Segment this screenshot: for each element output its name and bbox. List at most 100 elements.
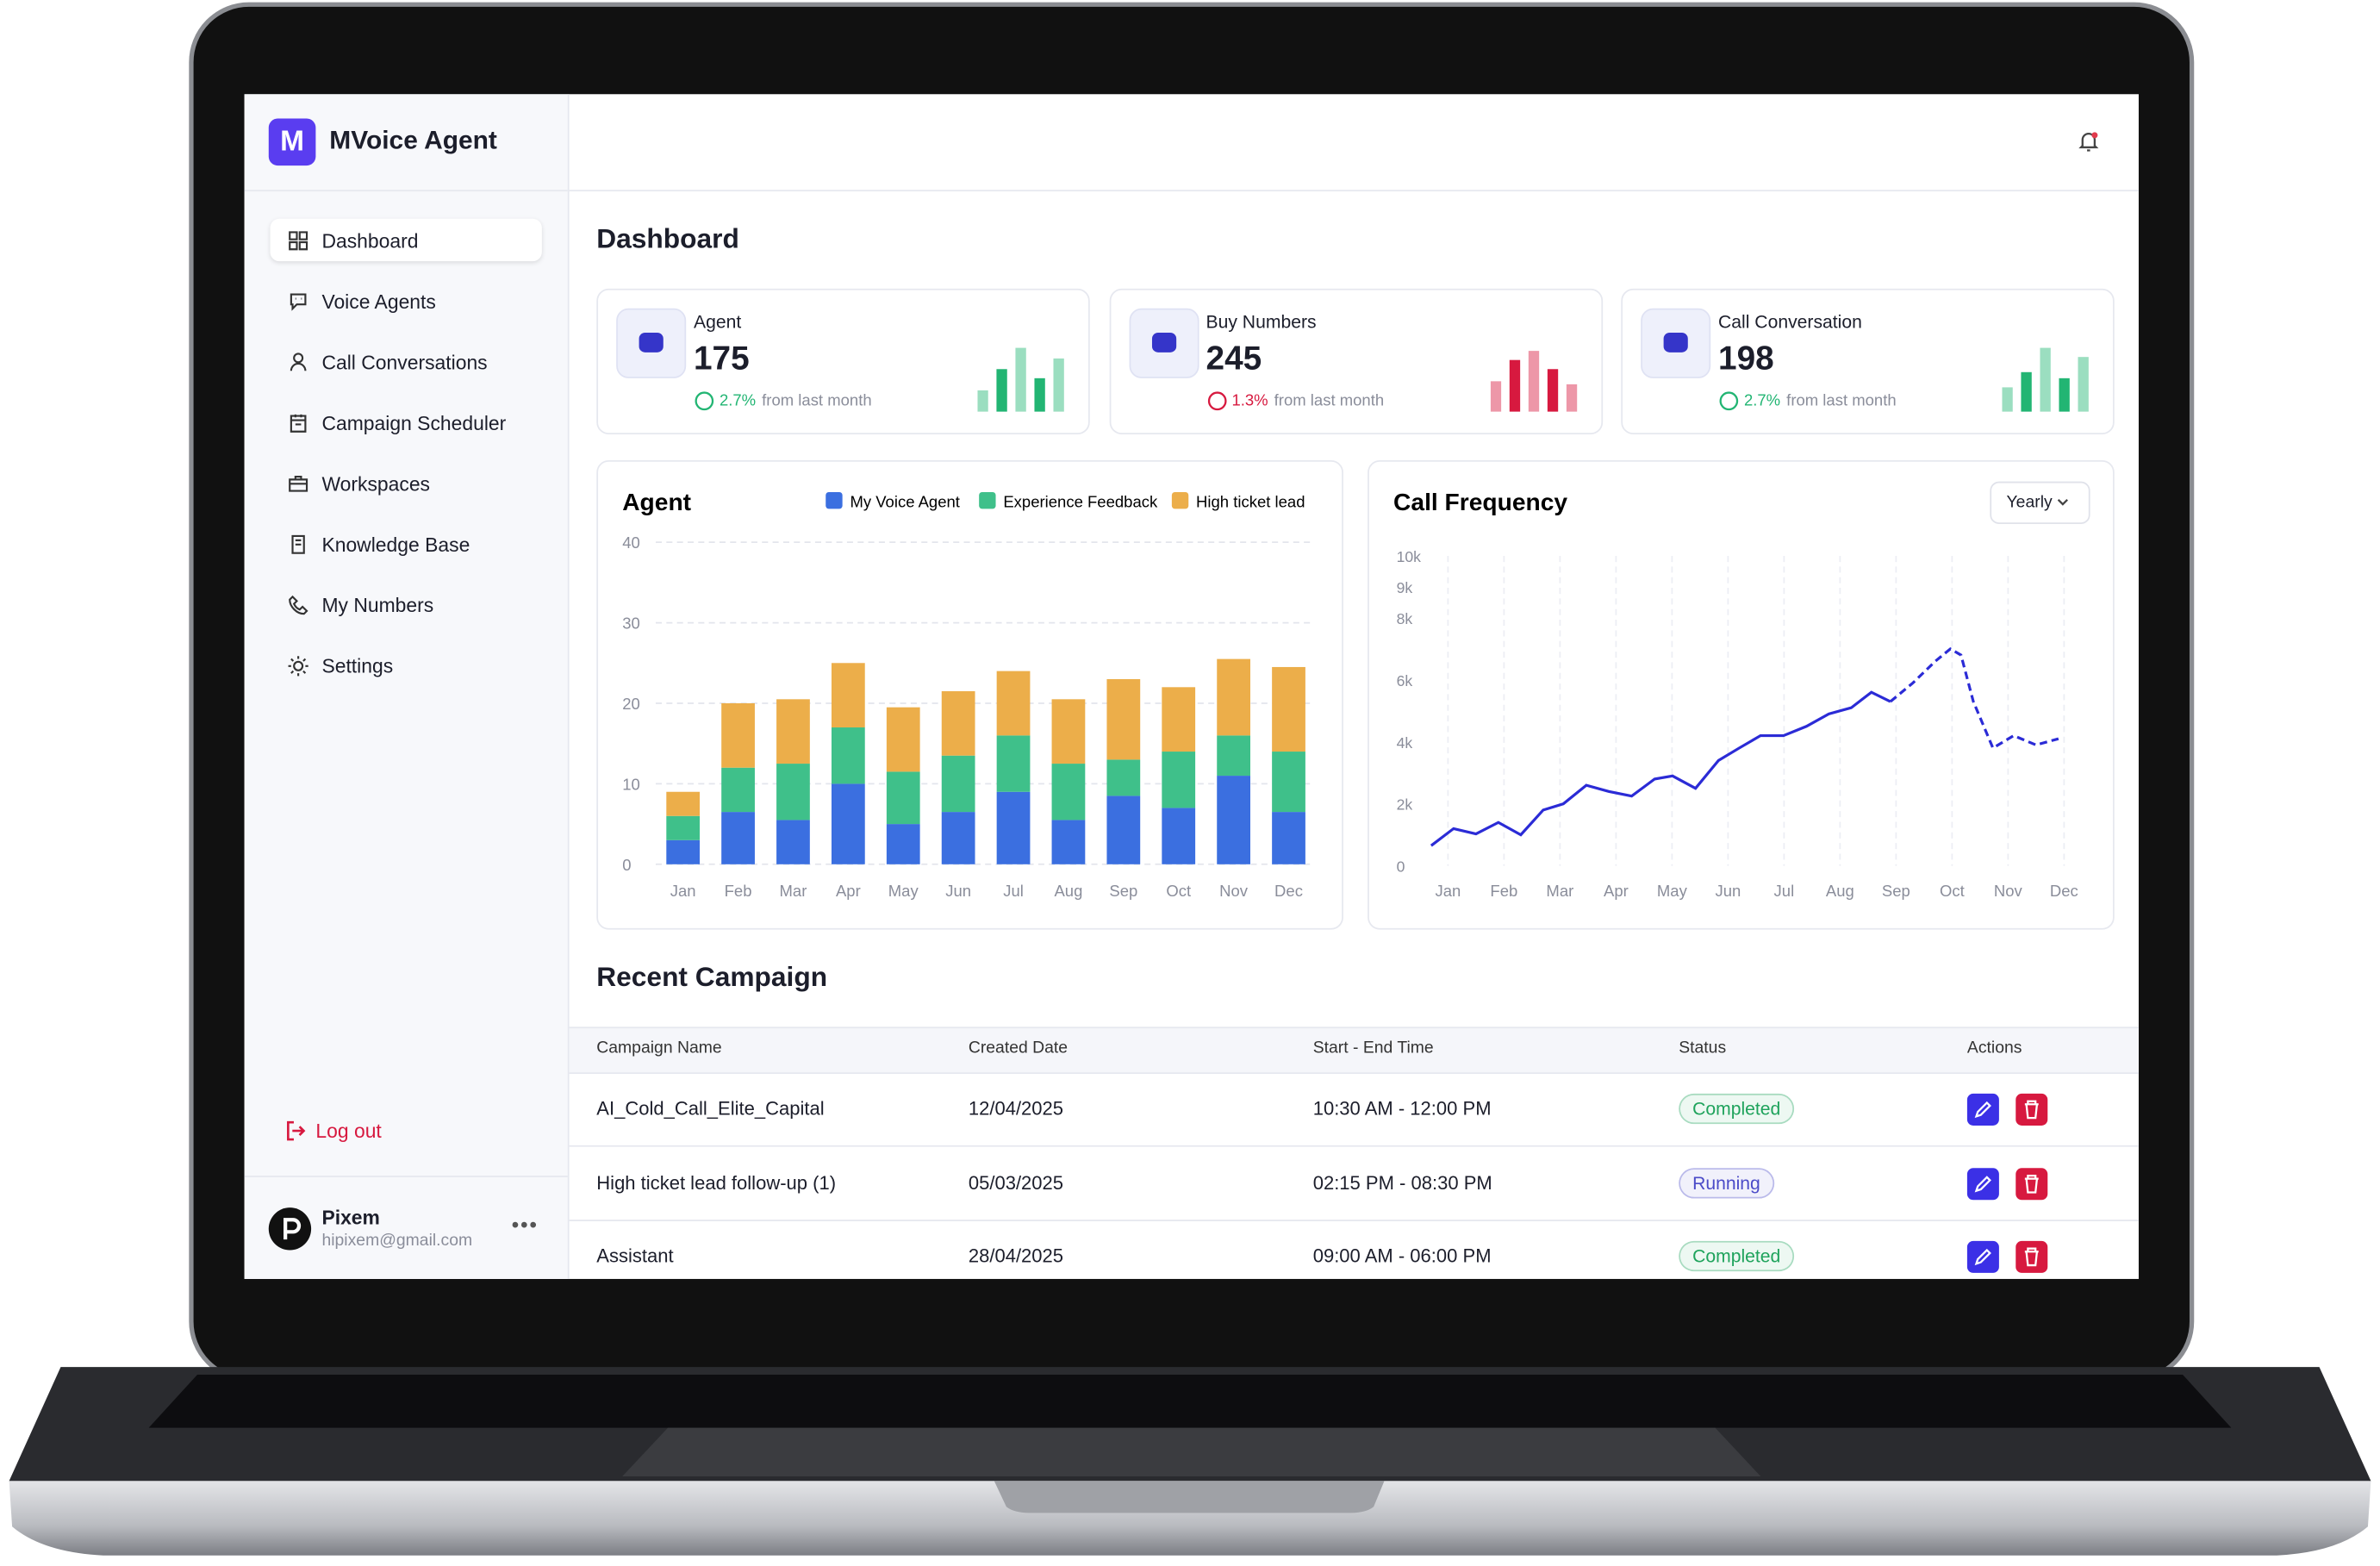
cell: 28/04/2025 [968,1245,1064,1267]
nav-item[interactable]: Knowledge Base [271,522,542,565]
row-divider [569,1145,2139,1147]
x-tick-label: May [888,882,919,900]
icon-shape [1207,391,1226,411]
line-path [1430,690,1891,847]
x-tick-label: Mar [1546,882,1573,900]
bar-segment [1106,678,1141,760]
x-tick-label: Sep [1882,882,1910,900]
y-tick-label: 2k [1397,796,1413,814]
y-tick-label: 0 [622,856,631,874]
bar-segment [831,727,865,784]
delete-button[interactable] [2016,1240,2048,1273]
x-tick-label: Jun [945,882,971,900]
edit-icon [1974,1248,1991,1266]
bar-segment [721,767,755,813]
mini-bar [2059,377,2070,412]
x-tick-label: Feb [1490,882,1517,900]
change-icon [1207,391,1226,411]
stat-icon [1641,308,1711,378]
x-tick-label: Mar [780,882,807,900]
logout[interactable]: Log out [283,1120,382,1142]
bar-segment [1106,795,1141,864]
delete-button[interactable] [2016,1167,2048,1200]
delete-icon [2024,1100,2039,1120]
y-tick-label: 20 [622,695,640,713]
change-value: 2.7% [719,391,757,410]
nav-item[interactable]: Dashboard [270,218,542,262]
filter-label: Yearly [2006,493,2053,512]
avatar-icon [283,1218,302,1240]
user-name: Pixem [321,1206,380,1229]
recent-title: Recent Campaign [596,961,828,992]
icon-shape [1719,391,1739,411]
y-tick-label: 0 [1397,858,1405,876]
charts: Agent My Voice Agent Experience Feedback Hi… [622,488,2078,900]
nav-label: My Numbers [321,593,434,616]
mini-bar [2040,347,2051,412]
filter-select[interactable]: Yearly [1990,481,2090,525]
icon-shape [290,352,307,371]
bar-segment [1106,759,1141,796]
bar-segment [886,707,920,772]
x-tick-label: Apr [836,882,861,900]
bar-segment [1051,699,1086,764]
x-tick-label: Dec [1274,882,1303,900]
chart-title: Call Frequency [1393,488,1567,515]
bar-segment [1272,666,1305,752]
x-tick-label: Jul [1003,882,1024,900]
row-divider [569,1219,2139,1221]
screen: M MVoice Agent Dashboard Voice Agents Call… [244,94,2139,1279]
icon-shape [639,332,664,353]
nav-item[interactable]: Voice Agents [271,279,542,321]
mini-bar [996,369,1007,412]
column-header: Campaign Name [596,1039,722,1058]
mini-bar [1565,384,1577,412]
mini-bar [977,390,988,412]
user-menu[interactable]: ••• [511,1212,539,1237]
nav-item[interactable]: Settings [271,644,542,686]
status-pill: Completed [1679,1240,1795,1272]
mini-chart [1489,351,1577,412]
column-header: Start - End Time [1312,1039,1434,1058]
mini-bar [2002,387,2013,412]
edit-button[interactable] [1966,1167,1999,1200]
icon-shape [289,475,308,491]
stat-card: Call Conversation 198 2.7% from last month [1621,288,2115,435]
nav-item[interactable]: My Numbers [271,583,542,626]
change-icon [695,391,714,411]
bar-segment [721,702,755,768]
nav-label: Campaign Scheduler [321,410,507,434]
x-tick-label: Sep [1109,882,1137,900]
delete-button[interactable] [2016,1093,2048,1126]
nav-icon [289,475,308,491]
app-name: MVoice Agent [329,126,497,155]
chevron [2057,499,2069,506]
change-icon [1719,391,1739,411]
icon-shape [290,292,307,310]
nav-item[interactable]: Call Conversations [271,340,542,383]
x-tick-label: Jan [670,882,696,900]
nav-icon [288,655,308,676]
status-pill: Running [1679,1167,1774,1198]
legend-swatch [979,492,996,509]
icon-shape [695,391,714,411]
icon-shape [1151,332,1176,353]
notification-bell[interactable] [2077,129,2101,153]
cell: 09:00 AM - 06:00 PM [1312,1245,1492,1267]
bar-segment [1217,776,1250,864]
icon [639,332,664,353]
edit-button[interactable] [1966,1240,1999,1273]
edit-button[interactable] [1966,1093,1999,1126]
stat-label: Call Conversation [1718,311,1862,333]
bar-segment [886,824,920,864]
bar-segment [1272,752,1305,813]
nav-item[interactable]: Campaign Scheduler [271,401,542,443]
icon-shape [1974,1175,1991,1192]
nav-item[interactable]: Workspaces [271,462,542,504]
bar-segment [1051,820,1086,864]
nav-label: Voice Agents [321,289,436,313]
bar-segment [941,690,975,756]
mini-bar [1053,358,1064,412]
cell: Assistant [596,1245,674,1267]
